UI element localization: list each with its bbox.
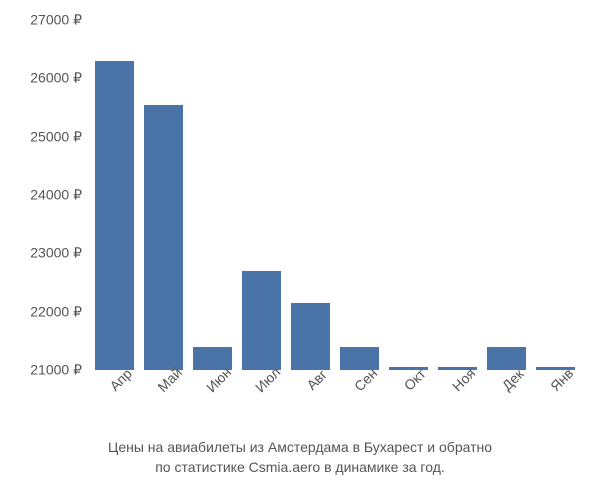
y-tick-label: 22000 ₽ (30, 303, 82, 320)
y-tick-label: 27000 ₽ (30, 12, 82, 29)
bar-slot (188, 20, 237, 370)
y-tick-label: 24000 ₽ (30, 187, 82, 204)
bar (95, 61, 133, 370)
bar (487, 347, 525, 370)
bar-slot (335, 20, 384, 370)
bar-slot (286, 20, 335, 370)
bar (144, 105, 182, 370)
caption-line-1: Цены на авиабилеты из Амстердама в Бухар… (20, 438, 580, 458)
x-tick-label: Авг (303, 366, 330, 393)
y-tick-label: 21000 ₽ (30, 362, 82, 379)
y-tick-label: 25000 ₽ (30, 128, 82, 145)
bar-slot (139, 20, 188, 370)
y-tick-label: 23000 ₽ (30, 245, 82, 262)
price-chart: 21000 ₽ 22000 ₽ 23000 ₽ 24000 ₽ 25000 ₽ 26000… (0, 0, 600, 500)
bar-slot (384, 20, 433, 370)
bar (291, 303, 329, 370)
bar (242, 271, 280, 370)
bars-container (90, 20, 580, 370)
chart-caption: Цены на авиабилеты из Амстердама в Бухар… (0, 438, 600, 477)
bar-slot (433, 20, 482, 370)
bar-slot (237, 20, 286, 370)
caption-line-2: по статистике Csmia.aero в динамике за г… (20, 458, 580, 478)
bar-slot (531, 20, 580, 370)
y-tick-label: 26000 ₽ (30, 70, 82, 87)
bar-slot (90, 20, 139, 370)
bar-slot (482, 20, 531, 370)
bar (340, 347, 378, 370)
plot-area: 21000 ₽22000 ₽23000 ₽24000 ₽25000 ₽26000… (90, 20, 580, 370)
